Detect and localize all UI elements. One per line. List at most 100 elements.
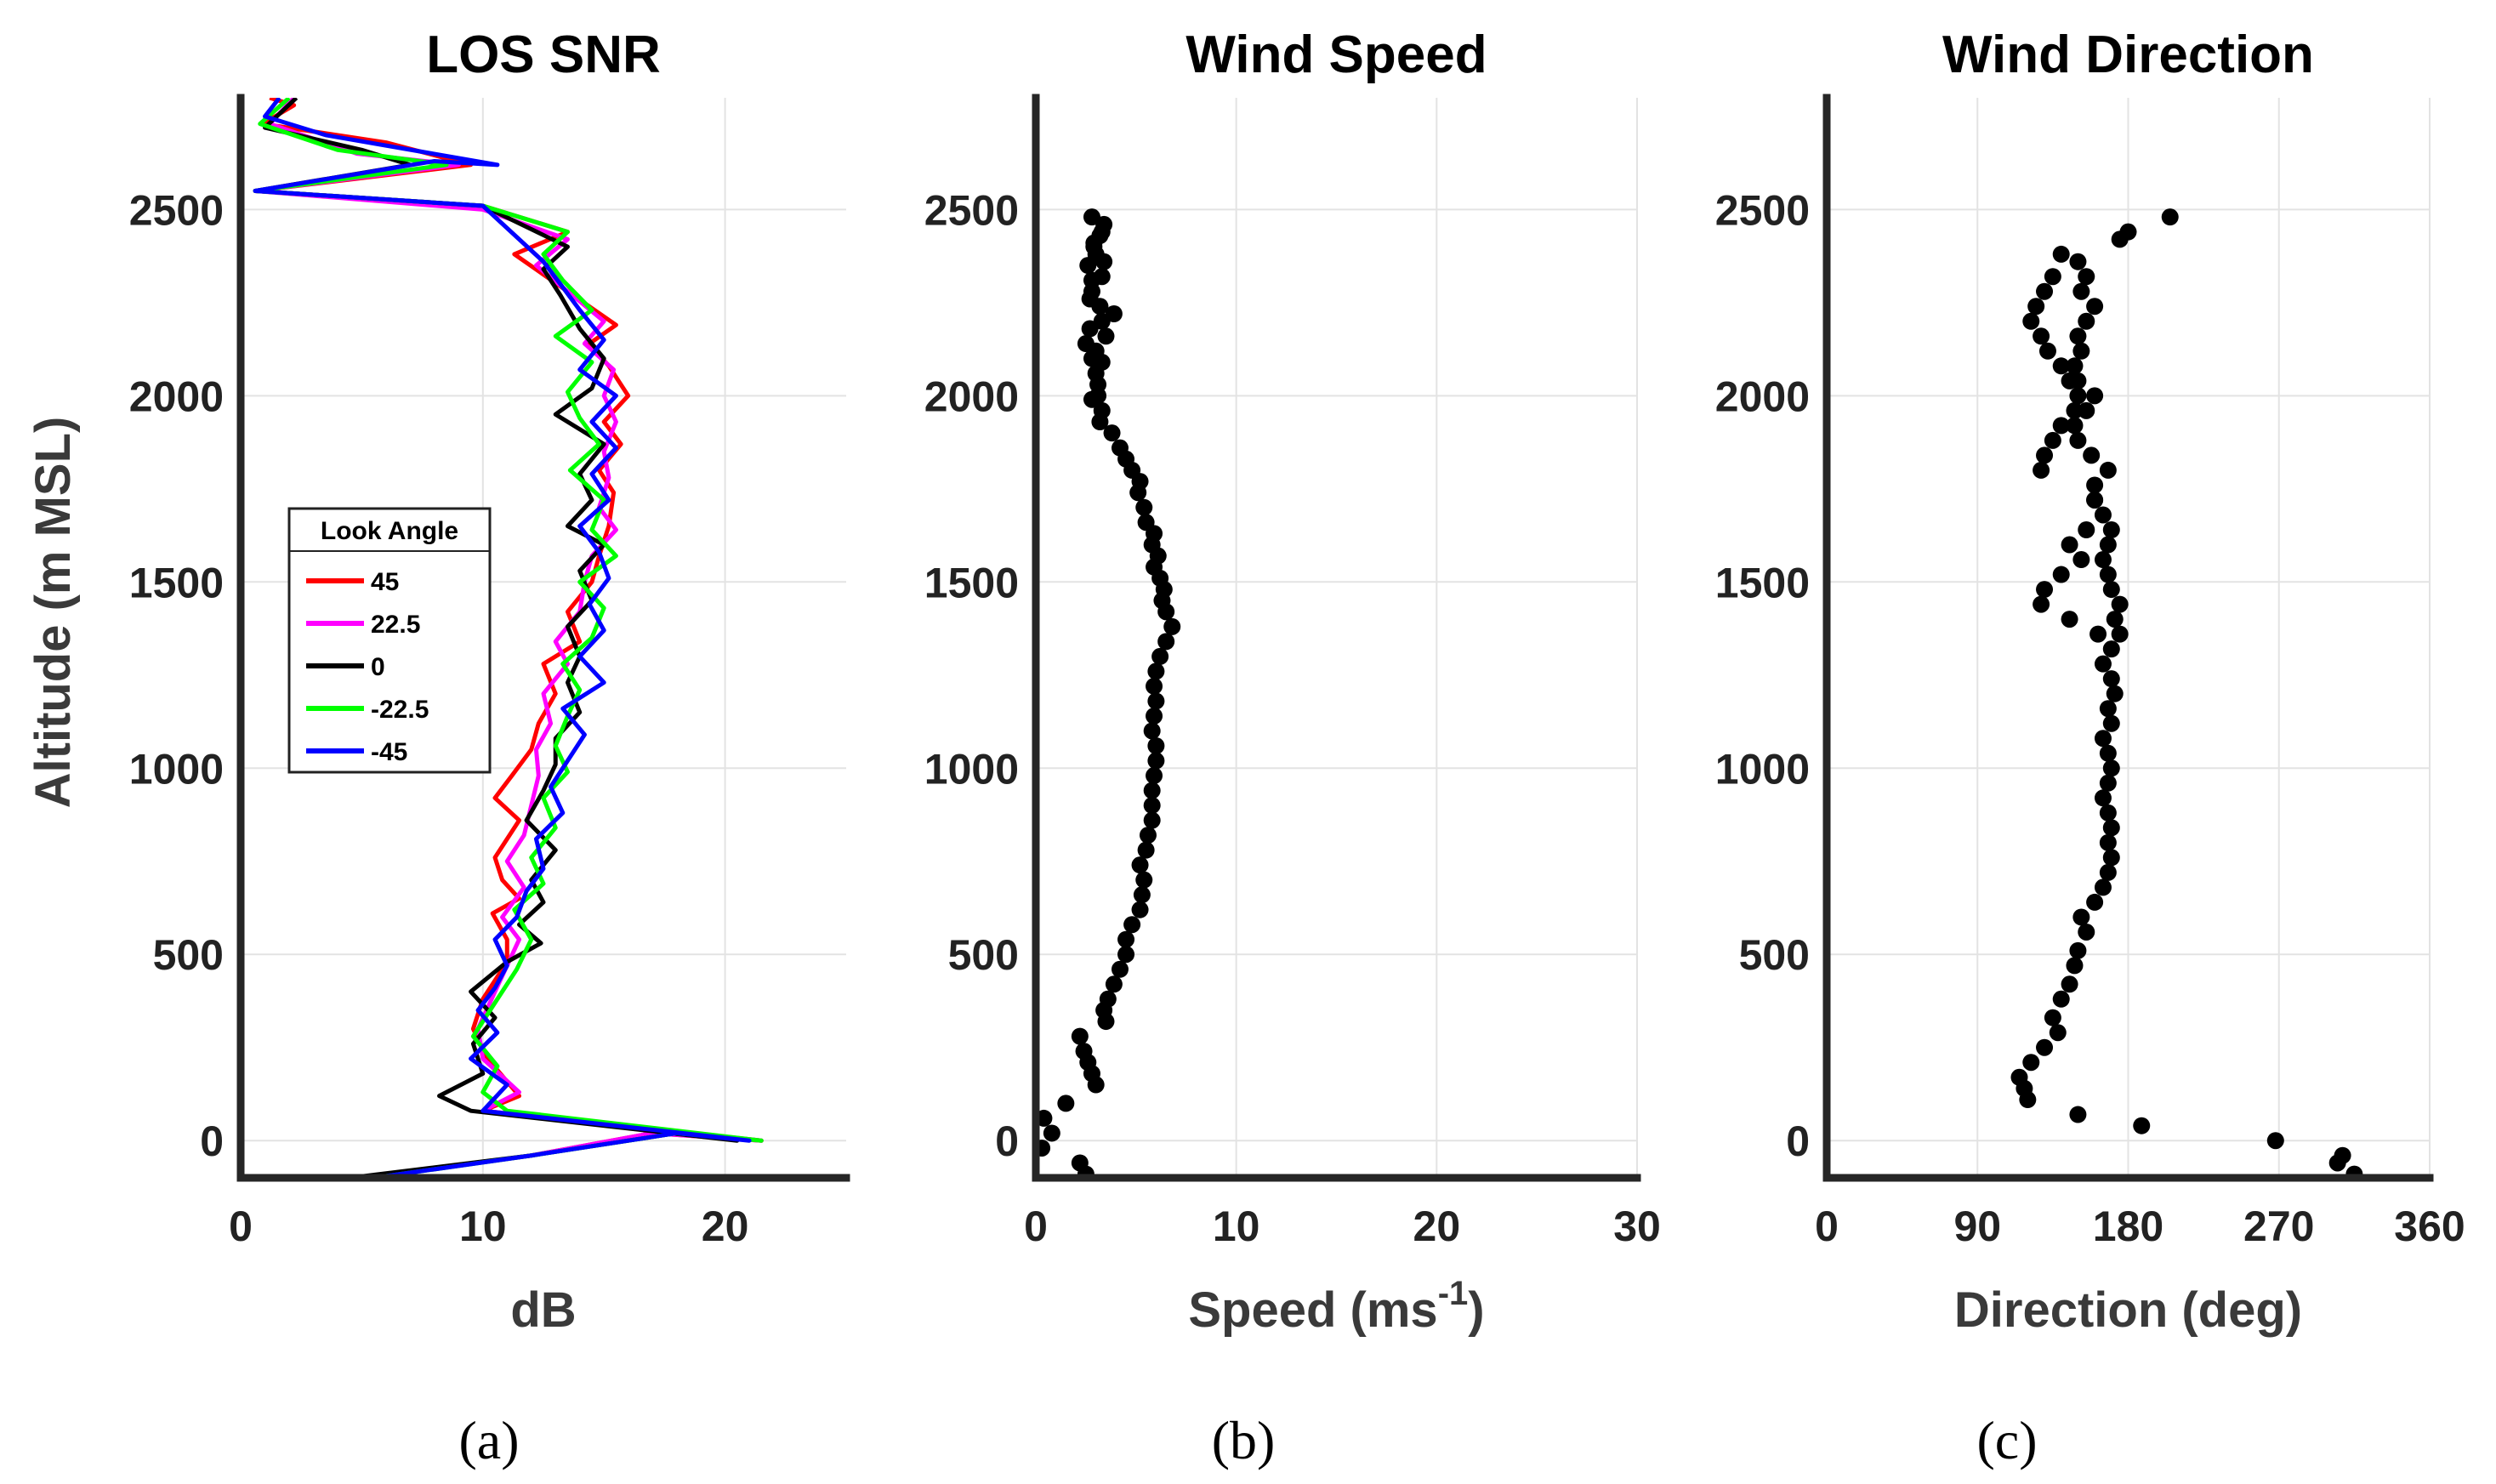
data-point [2066, 957, 2084, 975]
data-point [2133, 1117, 2151, 1134]
data-point [2119, 223, 2137, 241]
x-tick-label: 270 [2243, 1203, 2314, 1250]
x-axis-label-text: Speed (ms [1188, 1282, 1437, 1338]
chart-title: Wind Direction [1942, 26, 2314, 84]
data-point [1111, 439, 1129, 457]
data-point [2044, 431, 2061, 449]
y-tick-label: 2500 [924, 186, 1019, 234]
y-tick-label: 1000 [129, 745, 224, 793]
data-point [1083, 208, 1100, 226]
x-tick-label: 10 [1213, 1203, 1260, 1250]
y-tick-label: 1000 [1715, 745, 1810, 793]
data-point [2106, 685, 2124, 702]
y-axis-label: Altitude (m MSL) [26, 417, 81, 809]
legend-box [287, 507, 492, 774]
plot-area [2010, 208, 2363, 1178]
data-point [2069, 941, 2087, 959]
x-tick-label: 30 [1613, 1203, 1661, 1250]
data-point [2036, 446, 2054, 464]
data-point [1111, 960, 1129, 978]
data-point [2094, 551, 2112, 569]
panel-wind-direction: 0 90 180 270 360 0 500 1000 1500 2000 2500 Wind Dir… [1715, 26, 2465, 1338]
data-point [1151, 647, 1169, 665]
data-point [2111, 595, 2129, 613]
data-point [1137, 841, 1155, 859]
legend-title: Look Angle [321, 517, 458, 545]
legend: Look Angle 45 22.5 0 -22.5 -45 [287, 507, 492, 774]
data-point [2106, 611, 2124, 628]
data-point [2111, 625, 2129, 643]
y-tick-label: 0 [995, 1117, 1019, 1165]
data-point [2069, 387, 2087, 405]
data-point [1077, 335, 1094, 353]
data-point [2022, 312, 2040, 330]
data-point [2102, 670, 2120, 688]
data-point [2094, 506, 2112, 524]
data-point [1147, 662, 1165, 680]
data-point [2094, 655, 2112, 673]
data-point [2094, 789, 2112, 807]
y-tick-label: 0 [200, 1117, 224, 1165]
data-point [2086, 476, 2104, 494]
data-point [2078, 923, 2095, 941]
data-point [2102, 759, 2120, 777]
x-axis-label: Direction (deg) [1954, 1282, 2302, 1338]
x-tick-label: 90 [1953, 1203, 2001, 1250]
data-point [2044, 1009, 2061, 1026]
y-tick-label: 1500 [924, 559, 1019, 606]
data-point [1146, 677, 1163, 695]
x-axis-label-text: Direction (deg) [1954, 1282, 2302, 1338]
panel-label-c: (c) [1976, 1410, 2037, 1470]
data-point [1093, 401, 1111, 419]
y-tick-label: 500 [1739, 931, 1810, 979]
x-tick-label: 360 [2394, 1203, 2465, 1250]
data-point [1135, 498, 1153, 516]
data-point [2094, 730, 2112, 748]
x-axis-label-superscript: -1 [1438, 1275, 1469, 1312]
data-point [2334, 1146, 2351, 1164]
data-point [2044, 268, 2061, 286]
plot-area [1036, 208, 1181, 1178]
data-point [2099, 744, 2117, 762]
data-point [2049, 1024, 2067, 1042]
data-point [2036, 581, 2054, 599]
data-point [2069, 1106, 2087, 1123]
data-point [1081, 320, 1099, 338]
data-point [2072, 282, 2090, 300]
y-tick-label: 1000 [924, 745, 1019, 793]
y-tick-label: 2000 [1715, 372, 1810, 420]
data-point [2078, 521, 2095, 538]
data-point [1147, 692, 1165, 710]
data-point [2102, 521, 2120, 538]
data-point [1097, 327, 1115, 345]
data-point [1079, 257, 1097, 275]
x-tick-label: 10 [459, 1203, 507, 1250]
data-point [1083, 350, 1100, 367]
data-point [1117, 930, 1135, 948]
data-point [1105, 975, 1123, 993]
data-point [1123, 916, 1141, 934]
data-point [1036, 1109, 1053, 1127]
data-point [2022, 1054, 2040, 1072]
panel-wind-speed: 0 10 20 30 0 500 1000 1500 2000 2500 Wind Speed Spe… [924, 26, 1661, 1338]
data-point [1099, 990, 1117, 1008]
plot-area [253, 98, 764, 1178]
x-tick-label: 0 [229, 1203, 253, 1250]
y-tick-label: 500 [153, 931, 224, 979]
y-tick-label: 1500 [1715, 559, 1810, 606]
data-point [1157, 633, 1175, 651]
data-point [2266, 1132, 2284, 1150]
data-point [1081, 290, 1099, 308]
x-tick-label: 20 [1413, 1203, 1461, 1250]
data-point [1071, 1027, 1089, 1045]
y-tick-label: 2000 [924, 372, 1019, 420]
data-point [2052, 990, 2070, 1008]
series-line-45 [253, 98, 752, 1178]
data-point [2099, 700, 2117, 718]
y-tick-label: 2500 [1715, 186, 1810, 234]
legend-entry: -45 [371, 738, 407, 766]
x-tick-label: 0 [1024, 1203, 1048, 1250]
data-point [2052, 357, 2070, 375]
data-point [1089, 387, 1107, 405]
